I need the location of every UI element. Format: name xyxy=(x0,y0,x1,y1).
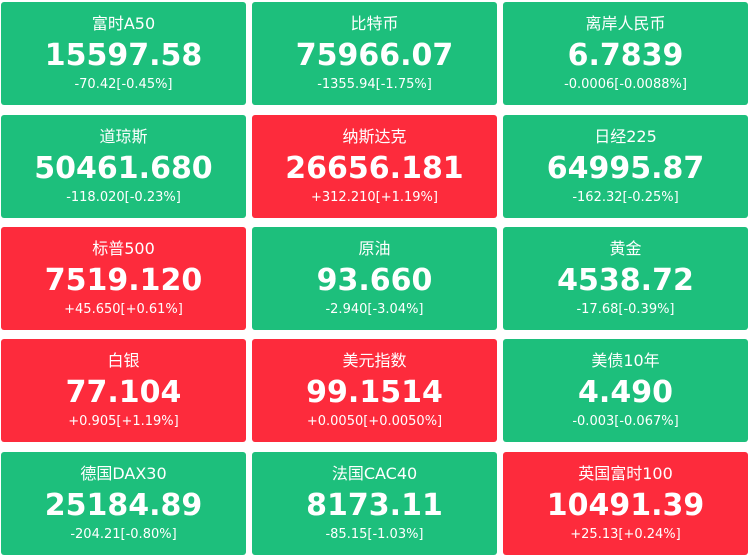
quote-change: +25.13[+0.24%] xyxy=(570,527,681,542)
quote-name: 白银 xyxy=(107,351,140,370)
quote-change: -1355.94[-1.75%] xyxy=(317,77,432,92)
quote-tile[interactable]: 标普500 7519.120 +45.650[+0.61%] xyxy=(1,227,246,330)
quote-tile[interactable]: 德国DAX30 25184.89 -204.21[-0.80%] xyxy=(1,452,246,555)
quote-price: 10491.39 xyxy=(546,488,705,523)
quote-tile[interactable]: 法国CAC40 8173.11 -85.15[-1.03%] xyxy=(252,452,497,555)
quote-name: 标普500 xyxy=(92,239,155,258)
quote-tile[interactable]: 道琼斯 50461.680 -118.020[-0.23%] xyxy=(1,115,246,218)
quote-name: 离岸人民币 xyxy=(585,14,666,33)
quote-price: 77.104 xyxy=(65,375,182,410)
quote-change: -17.68[-0.39%] xyxy=(576,302,675,317)
quote-tile[interactable]: 纳斯达克 26656.181 +312.210[+1.19%] xyxy=(252,115,497,218)
quote-name: 比特币 xyxy=(350,14,399,33)
quote-tile[interactable]: 离岸人民币 6.7839 -0.0006[-0.0088%] xyxy=(503,2,748,105)
quote-change: +45.650[+0.61%] xyxy=(64,302,183,317)
quote-name: 法国CAC40 xyxy=(331,464,418,483)
quote-change: -2.940[-3.04%] xyxy=(325,302,424,317)
quote-price: 64995.87 xyxy=(546,151,705,186)
quote-change: -0.003[-0.067%] xyxy=(572,414,679,429)
quote-change: -70.42[-0.45%] xyxy=(74,77,173,92)
quote-change: +312.210[+1.19%] xyxy=(311,190,438,205)
quote-name: 黄金 xyxy=(609,239,642,258)
quote-tile[interactable]: 白银 77.104 +0.905[+1.19%] xyxy=(1,339,246,442)
quote-tile[interactable]: 日经225 64995.87 -162.32[-0.25%] xyxy=(503,115,748,218)
quote-price: 7519.120 xyxy=(44,263,203,298)
quote-name: 日经225 xyxy=(594,127,657,146)
quote-change: -118.020[-0.23%] xyxy=(66,190,181,205)
quote-price: 75966.07 xyxy=(295,38,454,73)
quote-change: -0.0006[-0.0088%] xyxy=(564,77,687,92)
quote-change: +0.905[+1.19%] xyxy=(68,414,179,429)
quote-name: 原油 xyxy=(358,239,391,258)
quote-price: 4538.72 xyxy=(557,263,694,298)
quote-price: 15597.58 xyxy=(44,38,203,73)
quote-change: -85.15[-1.03%] xyxy=(325,527,424,542)
quote-tile[interactable]: 英国富时100 10491.39 +25.13[+0.24%] xyxy=(503,452,748,555)
quote-tile[interactable]: 美元指数 99.1514 +0.0050[+0.0050%] xyxy=(252,339,497,442)
quote-price: 99.1514 xyxy=(306,375,443,410)
quote-name: 德国DAX30 xyxy=(80,464,167,483)
quote-price: 8173.11 xyxy=(306,488,443,523)
quote-name: 道琼斯 xyxy=(99,127,148,146)
quote-tile[interactable]: 原油 93.660 -2.940[-3.04%] xyxy=(252,227,497,330)
quote-change: +0.0050[+0.0050%] xyxy=(306,414,443,429)
quote-price: 93.660 xyxy=(316,263,433,298)
quote-name: 美元指数 xyxy=(342,351,407,370)
quote-name: 纳斯达克 xyxy=(342,127,407,146)
quote-price: 4.490 xyxy=(578,375,673,410)
quote-price: 26656.181 xyxy=(285,151,464,186)
quote-name: 美债10年 xyxy=(591,351,660,370)
quote-name: 富时A50 xyxy=(91,14,156,33)
quote-name: 英国富时100 xyxy=(578,464,673,483)
quote-price: 25184.89 xyxy=(44,488,203,523)
quote-price: 50461.680 xyxy=(34,151,213,186)
quote-change: -204.21[-0.80%] xyxy=(70,527,177,542)
quote-tile[interactable]: 富时A50 15597.58 -70.42[-0.45%] xyxy=(1,2,246,105)
quote-price: 6.7839 xyxy=(567,38,684,73)
quote-change: -162.32[-0.25%] xyxy=(572,190,679,205)
quote-tile[interactable]: 黄金 4538.72 -17.68[-0.39%] xyxy=(503,227,748,330)
quote-tile[interactable]: 比特币 75966.07 -1355.94[-1.75%] xyxy=(252,2,497,105)
quote-tile[interactable]: 美债10年 4.490 -0.003[-0.067%] xyxy=(503,339,748,442)
